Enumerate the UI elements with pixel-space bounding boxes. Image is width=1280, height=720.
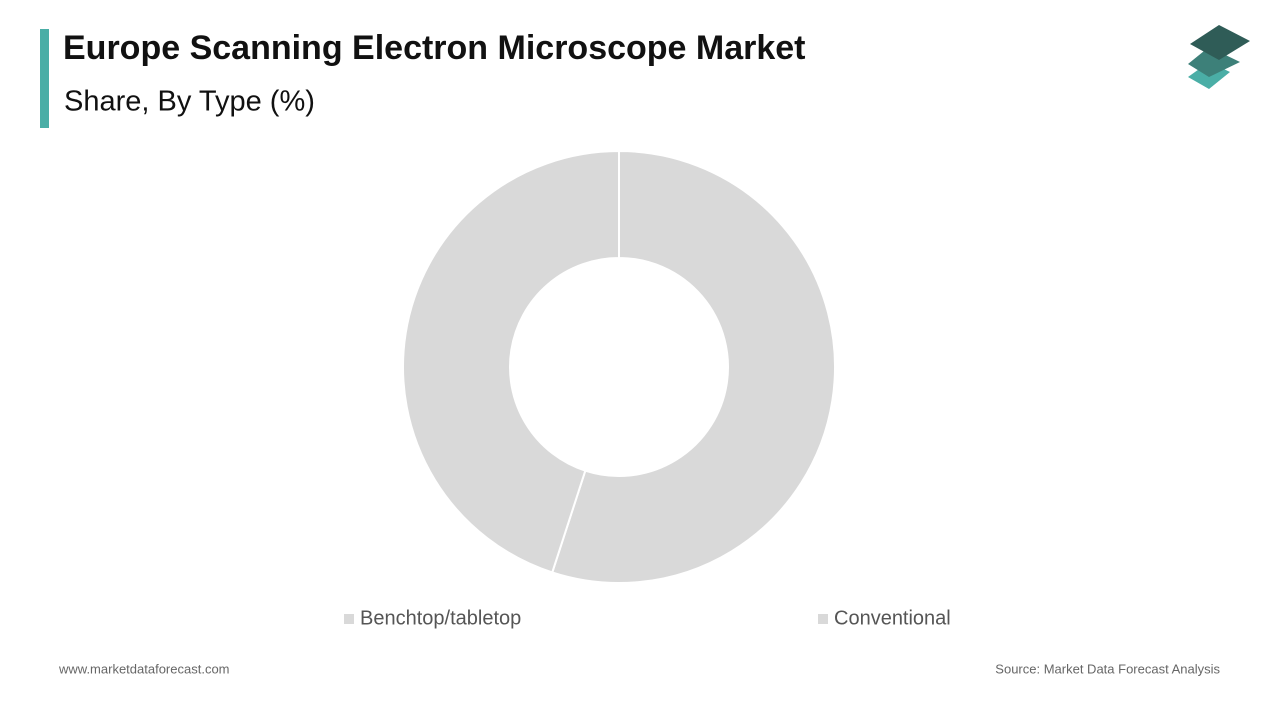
- donut-segment: [402, 149, 620, 574]
- donut-segment: [550, 149, 836, 584]
- logo: [1188, 25, 1250, 89]
- title-accent: [40, 29, 49, 128]
- footer-source: Source: Market Data Forecast Analysis: [995, 661, 1220, 676]
- footer-website: www.marketdataforecast.com: [58, 661, 230, 676]
- legend-label: Benchtop/tabletop: [360, 607, 521, 629]
- chart-title: Europe Scanning Electron Microscope Mark…: [63, 29, 806, 67]
- chart-subtitle: Share, By Type (%): [64, 86, 315, 118]
- legend-swatch: [344, 614, 354, 624]
- legend-label: Conventional: [834, 607, 951, 629]
- legend-swatch: [818, 614, 828, 624]
